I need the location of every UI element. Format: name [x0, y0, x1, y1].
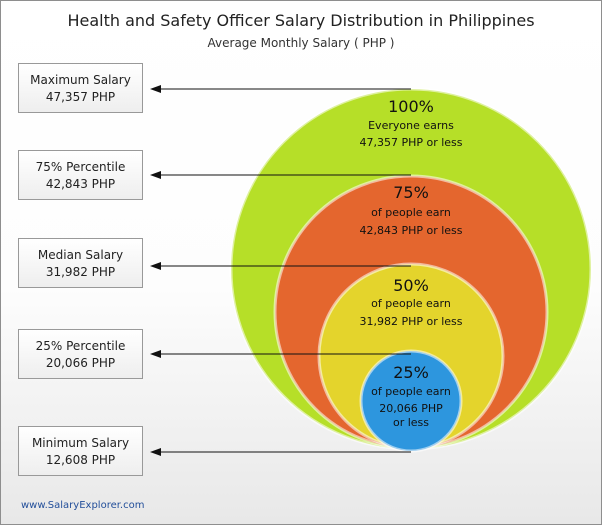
label-box-minimum: Minimum Salary 12,608 PHP: [18, 426, 143, 476]
circle-25-caption: of people earn: [371, 385, 451, 398]
circle-25: [359, 349, 463, 453]
label-box-p75: 75% Percentile 42,843 PHP: [18, 150, 143, 200]
chart-subtitle: Average Monthly Salary ( PHP ): [207, 36, 395, 50]
circle-25-amount: 20,066 PHP: [379, 402, 443, 415]
arrow-head-minimum: [150, 448, 161, 456]
arrow-head-median: [150, 262, 161, 270]
circle-25-suffix: or less: [393, 416, 429, 429]
label-box-p25: 25% Percentile 20,066 PHP: [18, 329, 143, 379]
label-minimum-value: 12,608 PHP: [45, 453, 116, 467]
label-median-name: Median Salary: [37, 248, 124, 262]
arrow-head-maximum: [150, 85, 161, 93]
label-maximum-name: Maximum Salary: [30, 73, 131, 87]
circle-50-percent: 50%: [393, 276, 429, 295]
label-p75-value: 42,843 PHP: [45, 177, 116, 191]
circle-100-amount: 47,357 PHP or less: [359, 136, 462, 149]
label-maximum-value: 47,357 PHP: [45, 90, 116, 104]
label-p25-name: 25% Percentile: [35, 339, 126, 353]
circle-75-caption: of people earn: [371, 206, 451, 219]
circle-75-amount: 42,843 PHP or less: [359, 224, 462, 237]
circle-50-amount: 31,982 PHP or less: [359, 315, 462, 328]
arrow-head-p75: [150, 171, 161, 179]
circle-50-caption: of people earn: [371, 297, 451, 310]
circle-100-percent: 100%: [388, 97, 434, 116]
circle-75-percent: 75%: [393, 183, 429, 202]
source-link[interactable]: www.SalaryExplorer.com: [21, 500, 145, 511]
label-minimum-name: Minimum Salary: [31, 436, 130, 450]
label-p25-value: 20,066 PHP: [45, 356, 116, 370]
circle-100-caption: Everyone earns: [368, 119, 454, 132]
label-p75-name: 75% Percentile: [35, 160, 126, 174]
label-box-maximum: Maximum Salary 47,357 PHP: [18, 63, 143, 113]
chart-title: Health and Safety Officer Salary Distrib…: [67, 11, 535, 30]
arrow-head-p25: [150, 350, 161, 358]
label-median-value: 31,982 PHP: [45, 265, 116, 279]
circle-25-percent: 25%: [393, 363, 429, 382]
label-box-median: Median Salary 31,982 PHP: [18, 238, 143, 288]
